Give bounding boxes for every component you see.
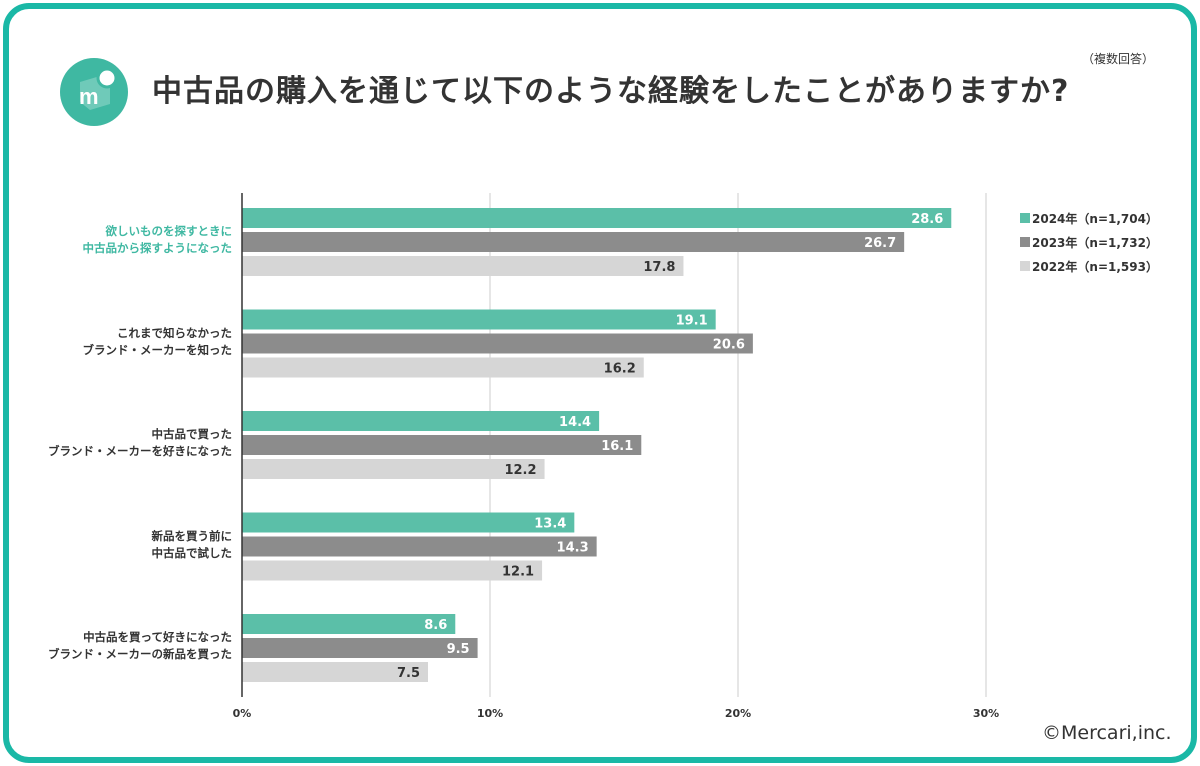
- bar-value-4-2: 7.5: [397, 666, 420, 681]
- bar-value-3-2: 12.1: [502, 565, 534, 580]
- category-label-line: ブランド・メーカーの新品を買った: [48, 647, 232, 661]
- bar-value-2-0: 14.4: [559, 415, 591, 430]
- category-label-1: これまで知らなかったブランド・メーカーを知った: [2, 325, 233, 359]
- bar-3-2: [242, 560, 543, 581]
- category-label-4: 中古品を買って好きになったブランド・メーカーの新品を買った: [2, 629, 232, 663]
- chart-title: 中古品の購入を通じて以下のような経験をしたことがありますか?: [152, 74, 1070, 109]
- bar-1-1: [242, 333, 753, 354]
- category-label-line: 欲しいものを探すときに: [105, 224, 233, 238]
- bar-0-2: [242, 256, 684, 276]
- bar-0-0: [242, 208, 952, 228]
- x-tick-label-0: 0%: [233, 707, 252, 720]
- bar-2-0: [242, 411, 600, 431]
- bar-value-3-1: 14.3: [557, 541, 589, 556]
- legend-label-2023: 2023年（n=1,732）: [1032, 235, 1158, 250]
- bar-value-1-0: 19.1: [676, 314, 708, 329]
- bar-value-4-0: 8.6: [424, 618, 447, 633]
- copyright: ©Mercari,inc.: [1042, 722, 1172, 744]
- mercari-logo-icon: m: [60, 58, 128, 126]
- category-label-3: 新品を買う前に 中古品で試した: [2, 528, 233, 562]
- legend: 2024年（n=1,704） 2023年（n=1,732） 2022年（n=1,…: [1020, 206, 1158, 278]
- category-label-line: 中古品で試した: [151, 545, 233, 560]
- bar-value-2-2: 12.2: [504, 463, 536, 478]
- bar-3-1: [242, 536, 597, 557]
- bar-3-0: [242, 512, 575, 533]
- category-label-line: 中古品から探すようになった: [82, 241, 233, 255]
- bar-value-0-2: 17.8: [643, 260, 675, 275]
- bar-0-1: [242, 232, 905, 252]
- bar-value-2-1: 16.1: [601, 439, 633, 454]
- legend-swatch-2024: [1020, 213, 1030, 223]
- legend-item-2024: 2024年（n=1,704）: [1020, 206, 1158, 230]
- category-label-line: 中古品で買った: [151, 427, 233, 441]
- category-label-line: 中古品を買って好きになった: [83, 630, 232, 644]
- bar-value-0-0: 28.6: [911, 212, 943, 227]
- legend-swatch-2023: [1020, 237, 1030, 247]
- legend-label-2024: 2024年（n=1,704）: [1032, 211, 1158, 226]
- category-label-2: 中古品で買ったブランド・メーカーを好きになった: [2, 426, 232, 460]
- category-label-0: 欲しいものを探すときに中古品から探すようになった: [2, 223, 233, 257]
- category-label-line: ブランド・メーカーを好きになった: [48, 444, 232, 458]
- legend-item-2022: 2022年（n=1,593）: [1020, 254, 1158, 278]
- bar-4-1: [242, 638, 478, 658]
- category-label-line: これまで知らなかった: [117, 325, 232, 340]
- category-label-line: 新品を買う前に: [151, 528, 233, 543]
- chart-frame: [3, 3, 1197, 763]
- multiple-answer-note: （複数回答）: [1082, 52, 1155, 66]
- x-tick-label-1: 10%: [477, 707, 503, 720]
- bar-4-2: [242, 662, 428, 682]
- bar-value-1-2: 16.2: [604, 362, 636, 377]
- legend-label-2022: 2022年（n=1,593）: [1032, 259, 1158, 274]
- bar-1-2: [242, 357, 644, 378]
- bar-2-2: [242, 459, 545, 479]
- x-tick-label-2: 20%: [725, 707, 751, 720]
- bar-value-3-0: 13.4: [534, 517, 566, 532]
- x-tick-label-3: 30%: [973, 707, 999, 720]
- legend-swatch-2022: [1020, 261, 1030, 271]
- category-label-line: ブランド・メーカーを知った: [82, 342, 233, 357]
- bar-1-0: [242, 309, 716, 330]
- bar-value-4-1: 9.5: [447, 642, 470, 657]
- bar-4-0: [242, 614, 456, 634]
- svg-text:m: m: [79, 84, 99, 109]
- bar-2-1: [242, 435, 642, 455]
- bar-value-1-1: 20.6: [713, 338, 745, 353]
- legend-item-2023: 2023年（n=1,732）: [1020, 230, 1158, 254]
- bar-value-0-1: 26.7: [864, 236, 896, 251]
